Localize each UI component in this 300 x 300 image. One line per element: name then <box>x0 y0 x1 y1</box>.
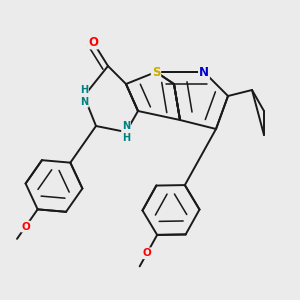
Text: O: O <box>88 35 98 49</box>
Text: S: S <box>152 65 160 79</box>
Text: N
H: N H <box>122 121 130 143</box>
Text: N: N <box>199 65 209 79</box>
Text: O: O <box>142 248 151 258</box>
Text: H
N: H N <box>80 85 88 107</box>
Text: O: O <box>21 222 30 232</box>
